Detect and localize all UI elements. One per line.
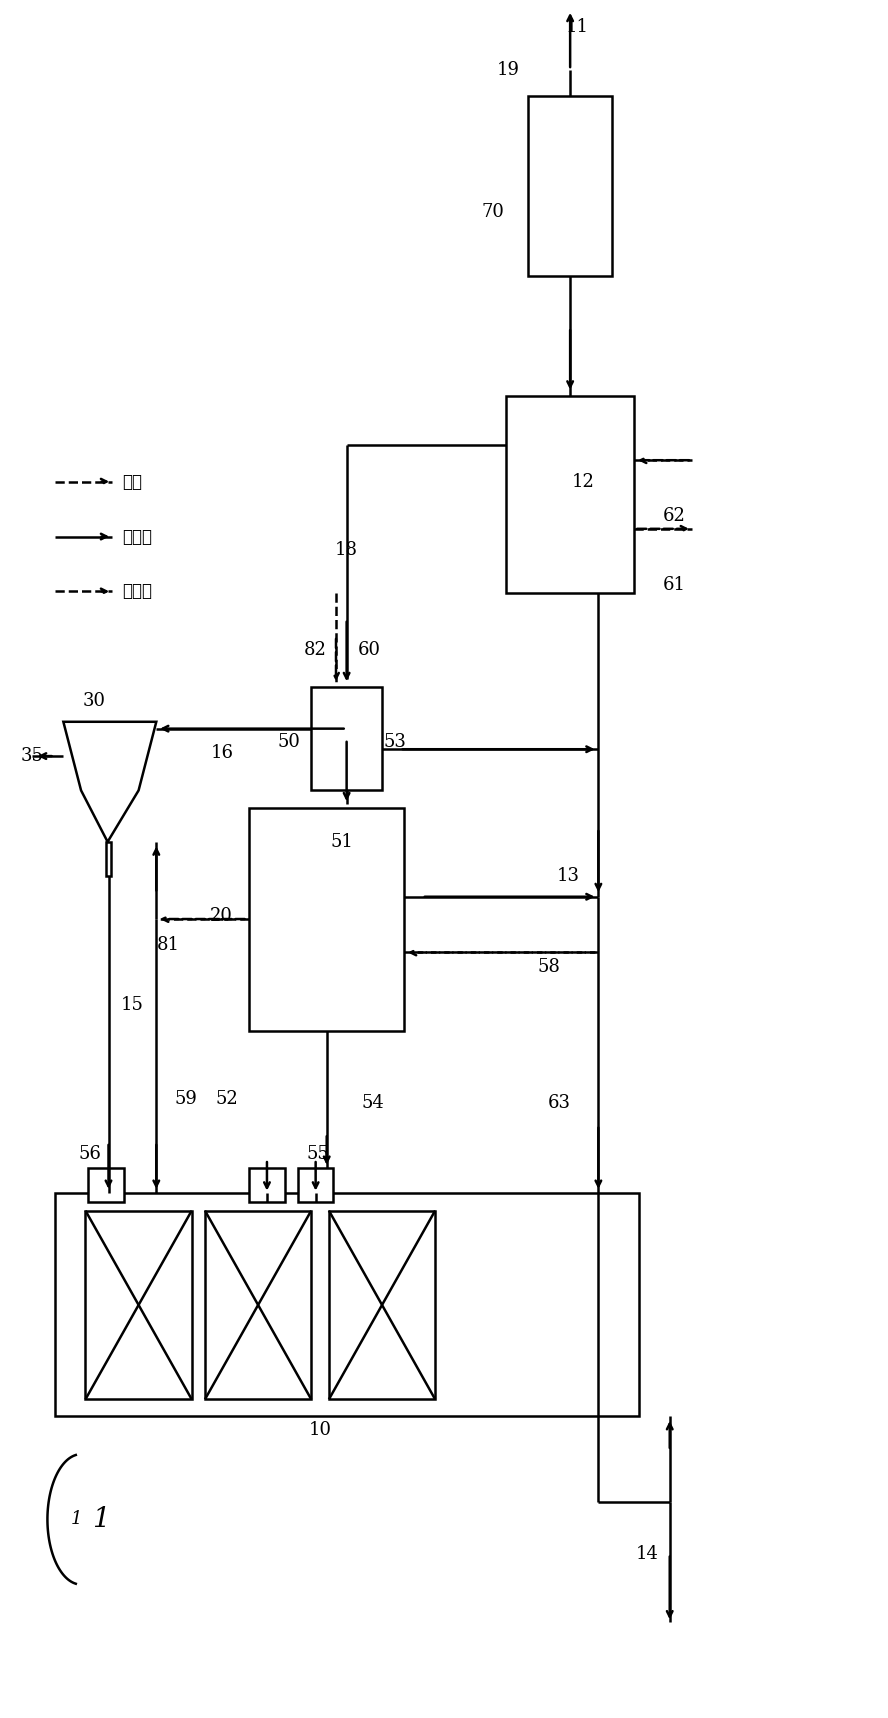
Bar	[106, 842, 111, 876]
Text: 54: 54	[361, 1094, 385, 1112]
Text: 13: 13	[557, 868, 580, 885]
Text: 53: 53	[384, 734, 407, 751]
Text: 60: 60	[357, 641, 380, 658]
Bar	[88, 1168, 123, 1203]
Bar	[311, 687, 382, 790]
Text: 12: 12	[572, 472, 594, 491]
Text: 70: 70	[481, 203, 504, 222]
Bar	[329, 1211, 435, 1398]
Text: 82: 82	[305, 641, 327, 658]
Text: 18: 18	[335, 541, 358, 560]
Text: 81: 81	[156, 936, 179, 953]
Text: 16: 16	[211, 744, 234, 761]
Text: 15: 15	[121, 996, 144, 1014]
Polygon shape	[63, 722, 156, 842]
Text: 55: 55	[307, 1144, 329, 1163]
Bar	[205, 1211, 311, 1398]
Bar	[506, 395, 634, 593]
Text: 58: 58	[537, 959, 560, 976]
Bar	[250, 807, 404, 1031]
Text: 56: 56	[78, 1144, 101, 1163]
Bar	[85, 1211, 192, 1398]
Text: 10: 10	[308, 1421, 331, 1440]
Text: 19: 19	[497, 62, 520, 79]
Text: 1: 1	[71, 1510, 83, 1529]
Text: 材料流: 材料流	[123, 527, 153, 546]
Bar	[298, 1168, 333, 1203]
Text: 35: 35	[21, 747, 44, 765]
Text: 流化流: 流化流	[123, 582, 153, 600]
Text: 51: 51	[330, 833, 353, 850]
Text: 62: 62	[662, 507, 686, 526]
Bar	[250, 1168, 285, 1203]
Text: 61: 61	[662, 576, 686, 593]
Text: 50: 50	[278, 734, 300, 751]
Text: 1: 1	[91, 1507, 109, 1532]
Text: 30: 30	[83, 692, 106, 710]
Bar	[54, 1194, 638, 1416]
Text: 14: 14	[636, 1544, 659, 1563]
Text: 热流: 热流	[123, 472, 143, 491]
Text: 59: 59	[174, 1091, 197, 1108]
Text: 11: 11	[566, 19, 588, 36]
Bar	[528, 96, 612, 277]
Text: 20: 20	[210, 907, 233, 924]
Text: 63: 63	[548, 1094, 571, 1112]
Text: 52: 52	[216, 1091, 239, 1108]
